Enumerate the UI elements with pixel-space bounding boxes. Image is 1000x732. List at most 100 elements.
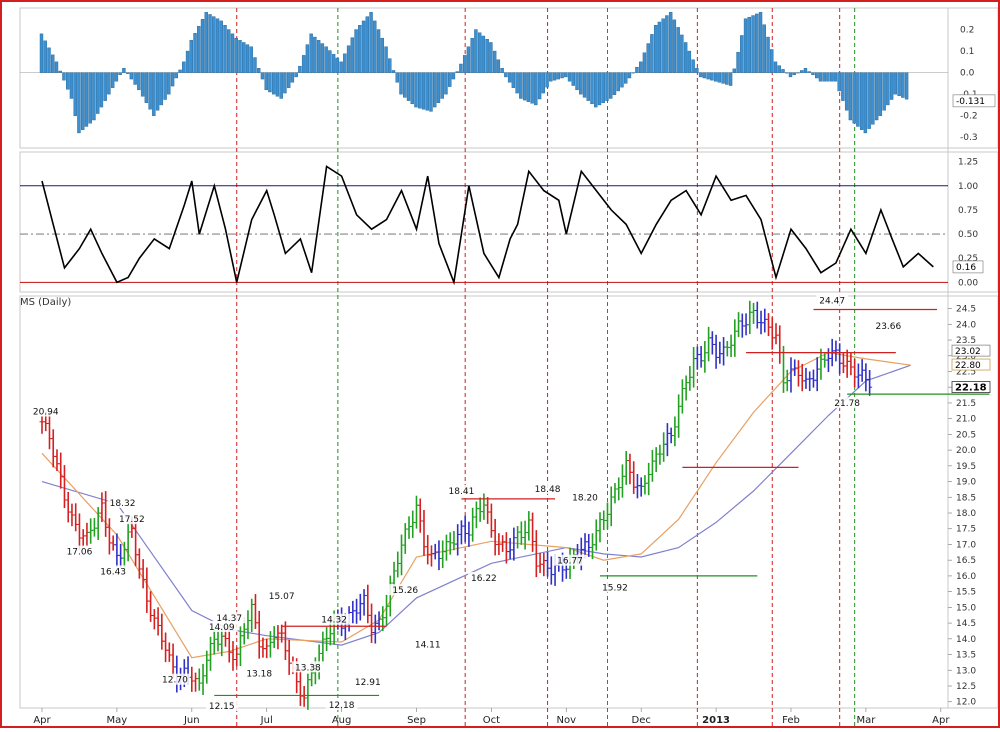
x-tick-label-may: May bbox=[107, 715, 128, 726]
hist-bar bbox=[901, 72, 905, 98]
price-annotation-text: 18.20 bbox=[572, 494, 598, 504]
x-tick-label-mar: Mar bbox=[856, 715, 876, 726]
hist-bar bbox=[283, 72, 287, 94]
hist-tick-label: 0.0 bbox=[960, 69, 975, 79]
hist-bar bbox=[92, 72, 96, 121]
hist-bar bbox=[624, 72, 628, 84]
hist-bar bbox=[863, 72, 868, 134]
hist-bar bbox=[208, 14, 212, 73]
hist-bar bbox=[163, 72, 167, 100]
hist-bar bbox=[114, 72, 119, 82]
price-annotation-text: 21.78 bbox=[834, 399, 860, 409]
hist-bar bbox=[710, 72, 714, 81]
hist-bar bbox=[826, 72, 830, 82]
hist-bar bbox=[335, 57, 340, 73]
price-annotation-bg bbox=[291, 661, 324, 673]
hist-bar bbox=[403, 72, 407, 98]
price-tick-label: 24.0 bbox=[956, 320, 976, 330]
hist-bar bbox=[796, 72, 800, 74]
hist-bar bbox=[148, 72, 152, 110]
price-annotation-bg bbox=[205, 699, 238, 711]
x-tick-label-2013: 2013 bbox=[702, 715, 730, 726]
hist-bar bbox=[571, 72, 575, 86]
hist-tick-label: 0.1 bbox=[960, 47, 974, 57]
hist-bar bbox=[616, 72, 620, 92]
price-annotation-text: 15.92 bbox=[602, 583, 628, 593]
hist-bar bbox=[631, 72, 635, 74]
price-annotation: 14.11 bbox=[411, 638, 444, 650]
hist-bar bbox=[107, 72, 111, 95]
hist-bar bbox=[605, 72, 609, 101]
hist-bar bbox=[829, 72, 834, 82]
hist-bar bbox=[137, 72, 141, 91]
hist-bar bbox=[358, 25, 362, 73]
price-tick-label: 21.5 bbox=[956, 399, 976, 409]
price-right-label-text: 22.18 bbox=[955, 383, 987, 394]
hist-bar bbox=[638, 61, 643, 73]
price-annotation-text: 15.26 bbox=[392, 586, 418, 596]
hist-bar bbox=[331, 54, 336, 73]
price-tick-label: 19.5 bbox=[956, 462, 976, 472]
hist-bar bbox=[781, 69, 785, 73]
price-annotation: 16.77 bbox=[554, 554, 587, 567]
hist-bar bbox=[279, 72, 283, 99]
price-annotation-bg bbox=[872, 319, 905, 331]
hist-bar bbox=[549, 72, 553, 82]
hist-bar bbox=[897, 72, 901, 97]
price-tick-label: 13.5 bbox=[956, 651, 976, 661]
price-annotation-text: 18.41 bbox=[449, 487, 475, 497]
price-annotation-bg bbox=[115, 513, 148, 525]
hist-bar bbox=[500, 68, 504, 73]
x-tick-label-jun: Jun bbox=[183, 715, 200, 726]
x-tick-label-feb: Feb bbox=[782, 715, 800, 726]
hist-bar bbox=[867, 72, 871, 129]
hist-bar bbox=[125, 72, 130, 74]
hist-bar bbox=[762, 24, 766, 73]
hist-bar bbox=[433, 72, 437, 108]
price-tick-label: 12.5 bbox=[956, 682, 976, 692]
price-annotation-text: 12.91 bbox=[355, 678, 381, 688]
price-annotation-text: 16.43 bbox=[100, 567, 126, 577]
hist-bar bbox=[294, 72, 298, 78]
price-tick-label: 17.5 bbox=[956, 525, 976, 535]
hist-bar bbox=[144, 72, 149, 103]
price-annotation-bg bbox=[831, 397, 864, 409]
hist-bar bbox=[904, 72, 909, 100]
hist-bar bbox=[253, 57, 257, 73]
price-annotation: 20.94 bbox=[29, 405, 62, 418]
price-annotation-bg bbox=[389, 584, 422, 596]
osc-tick-label: 0.25 bbox=[958, 254, 978, 264]
price-annotation-text: 13.18 bbox=[246, 670, 272, 680]
hist-last-label: -0.131 bbox=[956, 97, 985, 107]
hist-bar bbox=[489, 42, 493, 73]
price-tick-label: 14.0 bbox=[956, 635, 976, 645]
hist-bar bbox=[361, 20, 366, 73]
price-annotation: 18.41 bbox=[445, 485, 478, 497]
hist-bar bbox=[642, 52, 647, 73]
price-annotation-bg bbox=[598, 581, 631, 593]
hist-bar bbox=[447, 72, 452, 87]
hist-bar bbox=[264, 72, 268, 91]
price-annotation-text: 20.94 bbox=[33, 408, 59, 418]
price-tick-label: 24.5 bbox=[956, 305, 976, 315]
hist-bar bbox=[680, 34, 684, 73]
price-annotation-bg bbox=[213, 612, 246, 624]
hist-bar bbox=[133, 72, 137, 85]
price-annotation: 17.52 bbox=[115, 513, 148, 525]
hist-bar bbox=[39, 33, 44, 73]
hist-bar bbox=[223, 25, 227, 73]
price-right-label: 22.80 bbox=[951, 358, 991, 371]
hist-bar bbox=[451, 72, 456, 80]
x-tick-label-dec: Dec bbox=[632, 715, 651, 726]
hist-bar bbox=[728, 72, 733, 86]
hist-bar bbox=[343, 53, 347, 73]
hist-bar bbox=[84, 72, 89, 127]
hist-bar bbox=[388, 58, 392, 73]
hist-bar bbox=[95, 72, 100, 114]
hist-tick-label: 0.2 bbox=[960, 26, 974, 36]
price-tick-label: 18.5 bbox=[956, 493, 976, 503]
hist-bar bbox=[167, 72, 171, 95]
hist-bar bbox=[313, 36, 317, 73]
